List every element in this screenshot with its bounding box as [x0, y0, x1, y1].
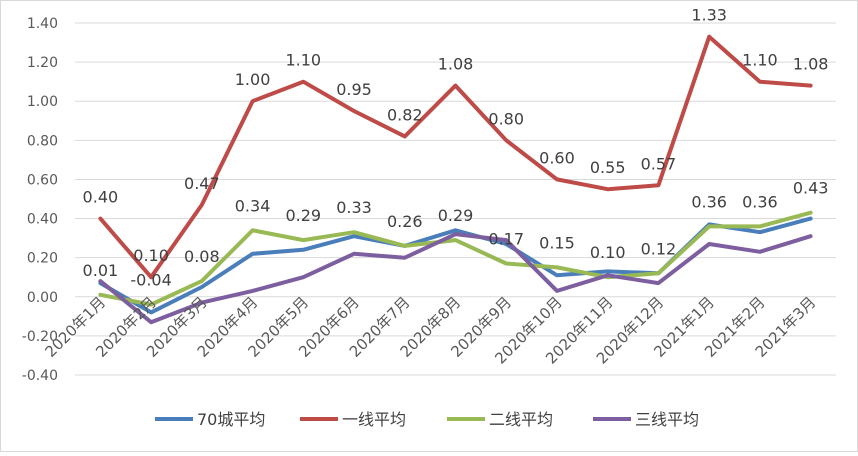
- data-label: 0.80: [488, 109, 524, 128]
- data-label: 0.01: [83, 261, 119, 280]
- data-label: 0.08: [184, 247, 220, 266]
- data-label: 0.29: [285, 206, 321, 225]
- series-line-3: [98, 232, 813, 325]
- data-label: 0.29: [438, 206, 474, 225]
- y-tick-label: 0.40: [27, 212, 58, 228]
- y-tick-label: 1.20: [27, 55, 58, 71]
- y-tick-label: -0.40: [22, 368, 58, 384]
- y-tick-label: 1.40: [27, 16, 58, 32]
- y-tick-label: 0.60: [27, 172, 58, 188]
- data-label: 0.43: [793, 179, 829, 198]
- data-label: 0.60: [539, 148, 575, 167]
- data-label: 0.57: [641, 154, 677, 173]
- y-tick-label: 0.20: [27, 251, 58, 267]
- data-label: 0.12: [641, 239, 677, 258]
- data-label: 0.40: [83, 188, 119, 207]
- legend-label: 二线平均: [489, 410, 553, 429]
- legend: 70城平均 一线平均 二线平均 三线平均: [155, 410, 699, 429]
- data-label: 1.10: [742, 51, 778, 70]
- data-label: 0.55: [590, 158, 626, 177]
- data-label: 0.36: [691, 192, 727, 211]
- gridlines: [75, 22, 836, 376]
- legend-label: 70城平均: [197, 410, 265, 429]
- series-lines: [98, 34, 813, 325]
- data-labels: 0.40 0.10 0.47 1.00 1.10 0.95 0.82 1.08 0.80 0.60…: [83, 6, 829, 290]
- data-label: 0.33: [336, 198, 372, 217]
- y-axis-ticks: -0.40 -0.20 0.00 0.20 0.40 0.60 0.80 1.00 1.20 1.…: [22, 16, 58, 384]
- data-label: 0.47: [184, 174, 220, 193]
- data-label: 0.10: [133, 246, 169, 265]
- data-label: -0.04: [130, 271, 171, 290]
- series-line-1: [98, 34, 813, 280]
- y-tick-label: 0.00: [27, 290, 58, 306]
- data-label: 0.26: [387, 212, 423, 231]
- data-label: 0.10: [590, 243, 626, 262]
- data-label: 1.10: [285, 51, 321, 70]
- y-tick-label: -0.20: [22, 329, 58, 345]
- y-tick-label: 1.00: [27, 94, 58, 110]
- data-label: 0.82: [387, 105, 423, 124]
- data-label: 0.95: [336, 80, 372, 99]
- y-tick-label: 0.80: [27, 133, 58, 149]
- data-label: 0.15: [539, 233, 575, 252]
- data-label: 0.17: [488, 230, 524, 249]
- data-label: 1.33: [691, 6, 727, 25]
- data-label: 0.36: [742, 192, 778, 211]
- legend-label: 一线平均: [342, 410, 406, 429]
- data-label: 0.34: [235, 196, 271, 215]
- legend-label: 三线平均: [635, 410, 699, 429]
- data-label: 1.00: [235, 70, 271, 89]
- series-line-2: [98, 210, 813, 307]
- data-label: 1.08: [793, 55, 829, 74]
- data-label: 1.08: [438, 55, 474, 74]
